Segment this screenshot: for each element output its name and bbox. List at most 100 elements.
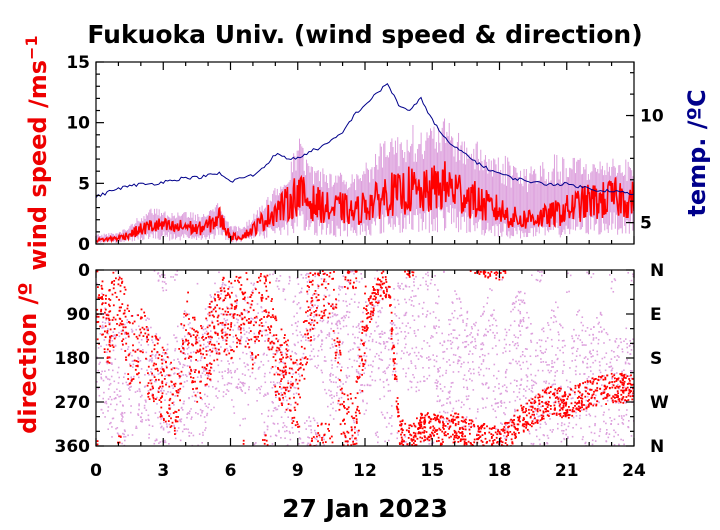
direction-gust-point [506,423,508,425]
direction-mean-point [511,421,514,424]
direction-gust-point [118,376,120,379]
direction-gust-point [314,304,316,306]
direction-mean-point [218,298,221,301]
direction-gust-point [332,418,335,420]
direction-gust-point [152,341,154,344]
direction-mean-point [463,438,465,441]
direction-mean-point [209,369,211,372]
direction-mean-point [199,349,202,352]
direction-mean-point [557,398,560,400]
direction-mean-point [245,272,248,274]
direction-mean-point [553,404,556,407]
direction-gust-point [127,334,130,336]
direction-mean-point [309,281,311,283]
direction-gust-point [518,324,520,326]
direction-mean-point [249,330,252,332]
direction-mean-point [265,285,267,288]
direction-mean-point [385,286,387,289]
direction-mean-point [283,337,286,339]
direction-gust-point [382,371,385,373]
direction-gust-point [204,429,206,431]
direction-mean-point [261,294,263,296]
direction-mean-point [310,440,313,442]
direction-mean-point [522,429,525,432]
direction-gust-point [202,431,204,434]
direction-mean-point [593,390,595,393]
direction-gust-point [380,411,383,414]
direction-gust-point [198,340,201,342]
direction-gust-point [513,379,516,382]
direction-mean-point [473,425,476,428]
direction-mean-point [370,295,372,298]
direction-gust-point [560,389,562,391]
direction-mean-point [499,272,502,274]
direction-mean-point [292,420,295,422]
direction-mean-point [408,272,410,275]
direction-gust-point [618,356,620,358]
direction-gust-point [560,440,563,443]
direction-gust-point [539,426,542,429]
direction-gust-point [189,327,192,329]
direction-gust-point [396,437,398,440]
direction-mean-point [310,312,313,315]
direction-gust-point [552,383,555,386]
direction-gust-point [253,320,256,323]
direction-mean-point [588,402,591,405]
direction-mean-point [415,444,418,446]
direction-gust-point [245,331,248,333]
direction-gust-point [317,355,319,357]
direction-mean-point [380,280,382,283]
direction-mean-point [154,335,157,337]
direction-mean-point [553,412,555,415]
direction-gust-point [538,339,541,341]
direction-mean-point [399,420,402,423]
direction-mean-point [565,412,568,415]
direction-mean-point [401,440,404,443]
direction-gust-point [191,416,193,418]
direction-gust-point [123,333,126,335]
direction-gust-point [228,363,230,365]
direction-mean-point [172,412,175,414]
direction-mean-point [171,402,174,404]
direction-mean-point [626,375,629,378]
direction-mean-point [207,332,210,335]
direction-mean-point [222,313,225,316]
direction-gust-point [467,398,469,400]
direction-gust-point [483,310,485,313]
direction-gust-point [371,371,373,373]
direction-mean-point [408,427,411,430]
direction-gust-point [258,366,261,368]
direction-gust-point [498,339,501,342]
direction-mean-point [127,354,130,357]
direction-gust-point [551,345,553,348]
direction-gust-point [331,367,333,369]
direction-gust-point [240,316,243,319]
direction-mean-point [266,444,269,446]
direction-gust-point [595,394,597,397]
direction-gust-point [500,392,503,395]
direction-mean-point [202,339,205,341]
direction-mean-point [427,412,429,414]
direction-gust-point [603,375,605,377]
direction-gust-point [109,422,111,425]
direction-mean-point [397,411,400,414]
direction-gust-point [525,397,527,399]
direction-mean-point [128,353,131,356]
direction-mean-point [525,410,528,412]
direction-gust-point [247,296,249,299]
direction-gust-point [306,272,308,275]
direction-gust-point [442,404,445,406]
direction-mean-point [614,387,617,390]
direction-mean-point [123,312,126,315]
direction-mean-point [285,408,288,411]
direction-gust-point [200,374,202,377]
direction-gust-point [118,395,120,398]
direction-gust-point [205,427,207,429]
direction-gust-point [494,334,496,337]
direction-gust-point [483,333,486,336]
direction-gust-point [530,397,532,400]
direction-gust-point [528,432,531,435]
direction-gust-point [278,368,280,371]
direction-gust-point [182,402,185,405]
direction-mean-point [108,361,111,364]
